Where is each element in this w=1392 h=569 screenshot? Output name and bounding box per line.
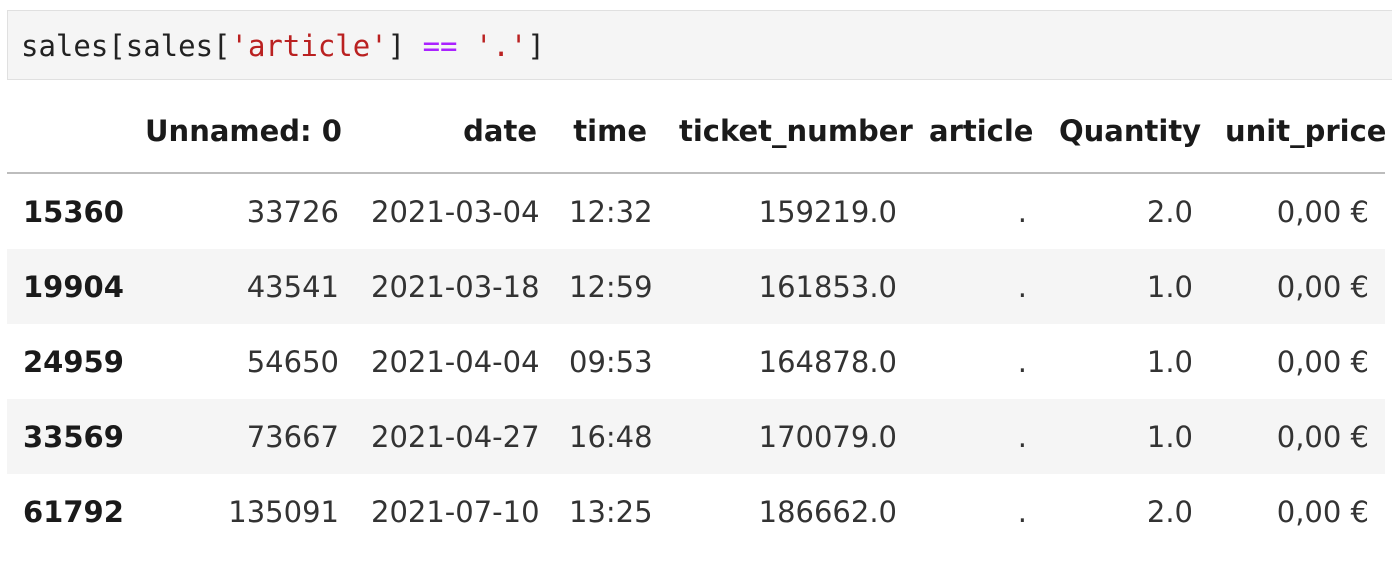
code-token: sales[sales[ [21,29,231,63]
code-line[interactable]: sales[sales['article'] == '.'] [21,26,545,66]
table-cell: . [1017,494,1027,529]
table-cell: 1.0 [1146,344,1193,379]
table-cell: 164878.0 [758,344,897,379]
table-cell: 0,00 € [1276,344,1369,379]
column-header: time [553,94,663,174]
table-cell: 1.0 [1146,419,1193,454]
table-cell: 12:32 [569,194,653,229]
table-cell: 43541 [246,269,339,304]
table-cell: 135091 [228,494,339,529]
dataframe-output-table: Unnamed: 0 date time ticket_number artic… [7,94,1386,549]
table-cell: 13:25 [569,494,653,529]
table-cell: 12:59 [569,269,653,304]
column-header: article [913,94,1043,174]
table-cell: 73667 [246,419,339,454]
table-cell: 2021-07-10 [371,494,540,529]
column-header: ticket_number [663,94,913,174]
table-cell: 0,00 € [1276,494,1369,529]
table-cell: 09:53 [569,344,653,379]
table-cell: . [1017,419,1027,454]
table-cell: . [1017,344,1027,379]
table-cell: 1.0 [1146,269,1193,304]
table-cell: 0,00 € [1276,194,1369,229]
table-row: 61792 135091 2021-07-10 13:25 186662.0 .… [7,474,1385,549]
table-row: 19904 43541 2021-03-18 12:59 161853.0 . … [7,249,1385,324]
table-cell: 0,00 € [1276,269,1369,304]
code-token [458,29,475,63]
row-index: 24959 [23,344,124,379]
code-token: == [422,29,458,63]
table-cell: 2021-03-04 [371,194,540,229]
row-index: 15360 [23,194,124,229]
column-header: Quantity [1043,94,1209,174]
row-index: 19904 [23,269,124,304]
table-cell: 16:48 [569,419,653,454]
table-cell: 2.0 [1146,194,1193,229]
code-cell[interactable]: sales[sales['article'] == '.'] [7,10,1392,80]
code-token: ] [527,29,545,63]
table-cell: 2021-04-04 [371,344,540,379]
table-cell: 2021-04-27 [371,419,540,454]
row-index: 61792 [23,494,124,529]
table-cell: 159219.0 [758,194,897,229]
table-cell: 2.0 [1146,494,1193,529]
table-cell: . [1017,194,1027,229]
table-cell: 161853.0 [758,269,897,304]
table-header-row: Unnamed: 0 date time ticket_number artic… [7,94,1386,174]
table-cell: 0,00 € [1276,419,1369,454]
code-token: '.' [474,29,528,63]
table-cell: 33726 [246,194,339,229]
table-cell: 2021-03-18 [371,269,540,304]
table-row: 24959 54650 2021-04-04 09:53 164878.0 . … [7,324,1385,399]
code-token: 'article' [230,29,388,63]
table-cell: 54650 [246,344,339,379]
table-cell: 170079.0 [758,419,897,454]
code-token: ] [387,29,423,63]
column-header: date [355,94,553,174]
table-cell: 186662.0 [758,494,897,529]
column-header: unit_price [1209,94,1386,174]
table-row: 33569 73667 2021-04-27 16:48 170079.0 . … [7,399,1385,474]
column-header: Unnamed: 0 [129,94,355,174]
table-row: 15360 33726 2021-03-04 12:32 159219.0 . … [7,173,1385,249]
row-index: 33569 [23,419,124,454]
table-cell: . [1017,269,1027,304]
index-header [7,94,129,174]
